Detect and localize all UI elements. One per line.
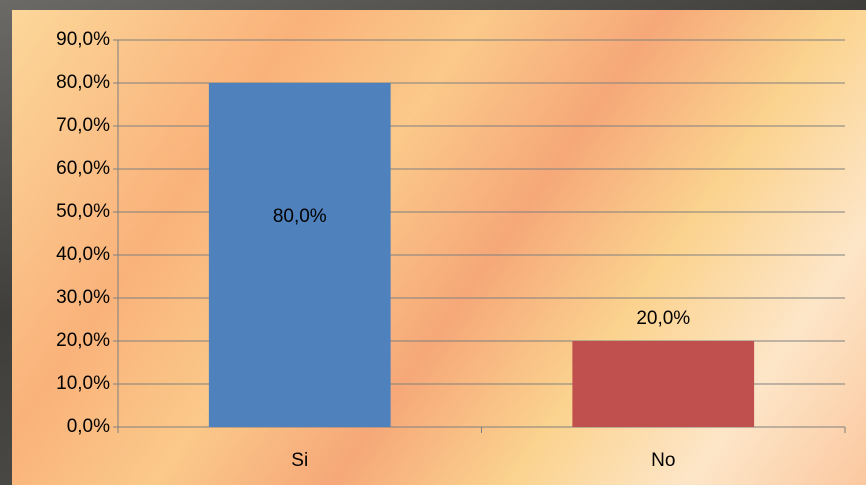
- y-tick-label: 10,0%: [56, 373, 110, 394]
- bar: [208, 83, 391, 427]
- y-tick-label: 20,0%: [56, 330, 110, 351]
- y-tick-label: 80,0%: [56, 72, 110, 93]
- y-tick-label: 90,0%: [56, 29, 110, 50]
- y-tick-label: 40,0%: [56, 244, 110, 265]
- y-tick-label: 0,0%: [67, 416, 110, 437]
- bar: [572, 341, 755, 427]
- y-tick-label: 50,0%: [56, 201, 110, 222]
- y-tick-label: 30,0%: [56, 287, 110, 308]
- x-tick-label: Si: [291, 450, 308, 471]
- y-tick-label: 70,0%: [56, 115, 110, 136]
- y-tick-label: 60,0%: [56, 158, 110, 179]
- value-label: 80,0%: [273, 206, 327, 227]
- x-tick-label: No: [651, 450, 675, 471]
- value-label: 20,0%: [636, 308, 690, 329]
